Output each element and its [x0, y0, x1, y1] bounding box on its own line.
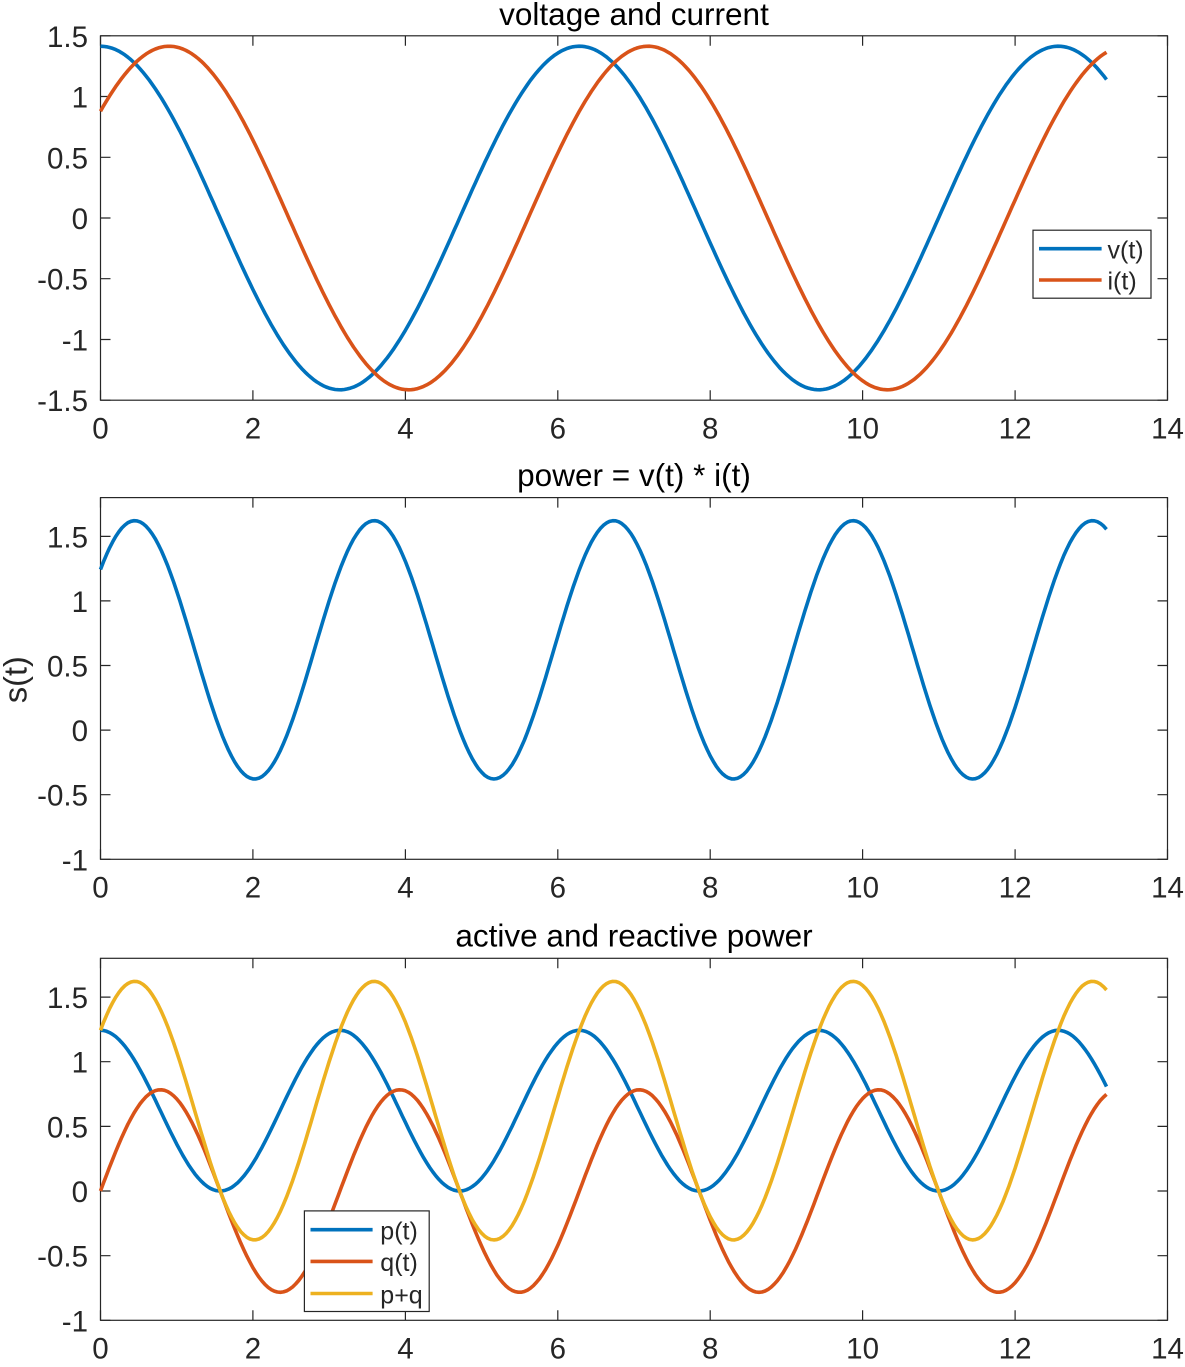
svg-text:0: 0 — [72, 715, 88, 748]
svg-text:0: 0 — [92, 412, 108, 445]
svg-text:14: 14 — [1151, 872, 1184, 905]
svg-text:1: 1 — [72, 586, 88, 619]
svg-text:4: 4 — [397, 1333, 413, 1363]
svg-text:1: 1 — [72, 1047, 88, 1080]
svg-text:-1: -1 — [62, 1305, 88, 1338]
svg-text:power = v(t) * i(t): power = v(t) * i(t) — [517, 457, 751, 493]
svg-text:-1.5: -1.5 — [37, 385, 88, 418]
svg-text:2: 2 — [245, 412, 261, 445]
svg-text:q(t): q(t) — [380, 1249, 418, 1277]
svg-text:0: 0 — [72, 1176, 88, 1209]
svg-text:6: 6 — [550, 872, 566, 905]
svg-text:0.5: 0.5 — [47, 1111, 88, 1144]
svg-text:10: 10 — [846, 872, 879, 905]
svg-text:10: 10 — [846, 412, 879, 445]
svg-text:8: 8 — [702, 872, 718, 905]
svg-text:8: 8 — [702, 1333, 718, 1363]
svg-text:8: 8 — [702, 412, 718, 445]
svg-text:2: 2 — [245, 1333, 261, 1363]
svg-text:p+q: p+q — [380, 1281, 422, 1309]
svg-text:1.5: 1.5 — [47, 982, 88, 1015]
svg-text:12: 12 — [999, 412, 1032, 445]
svg-text:6: 6 — [550, 412, 566, 445]
svg-text:4: 4 — [397, 412, 413, 445]
svg-text:6: 6 — [550, 1333, 566, 1363]
svg-text:0: 0 — [72, 203, 88, 236]
svg-text:voltage and current: voltage and current — [499, 0, 769, 32]
svg-text:2: 2 — [245, 872, 261, 905]
svg-text:10: 10 — [846, 1333, 879, 1363]
svg-text:0.5: 0.5 — [47, 142, 88, 175]
svg-text:-0.5: -0.5 — [37, 780, 88, 813]
svg-text:-0.5: -0.5 — [37, 264, 88, 297]
svg-text:-1: -1 — [62, 325, 88, 358]
svg-text:12: 12 — [999, 1333, 1032, 1363]
svg-text:p(t): p(t) — [380, 1218, 418, 1246]
svg-text:-1: -1 — [62, 844, 88, 877]
svg-text:12: 12 — [999, 872, 1032, 905]
svg-text:0.5: 0.5 — [47, 651, 88, 684]
svg-text:s(t): s(t) — [0, 656, 34, 703]
svg-text:-0.5: -0.5 — [37, 1241, 88, 1274]
svg-text:14: 14 — [1151, 1333, 1184, 1363]
svg-text:1.5: 1.5 — [47, 521, 88, 554]
svg-text:1: 1 — [72, 82, 88, 115]
svg-text:0: 0 — [92, 1333, 108, 1363]
svg-text:v(t): v(t) — [1108, 236, 1144, 264]
svg-text:4: 4 — [397, 872, 413, 905]
svg-text:i(t): i(t) — [1108, 268, 1137, 296]
svg-text:14: 14 — [1151, 412, 1184, 445]
svg-text:1.5: 1.5 — [47, 21, 88, 54]
svg-text:active and reactive power: active and reactive power — [455, 918, 812, 954]
svg-text:0: 0 — [92, 872, 108, 905]
